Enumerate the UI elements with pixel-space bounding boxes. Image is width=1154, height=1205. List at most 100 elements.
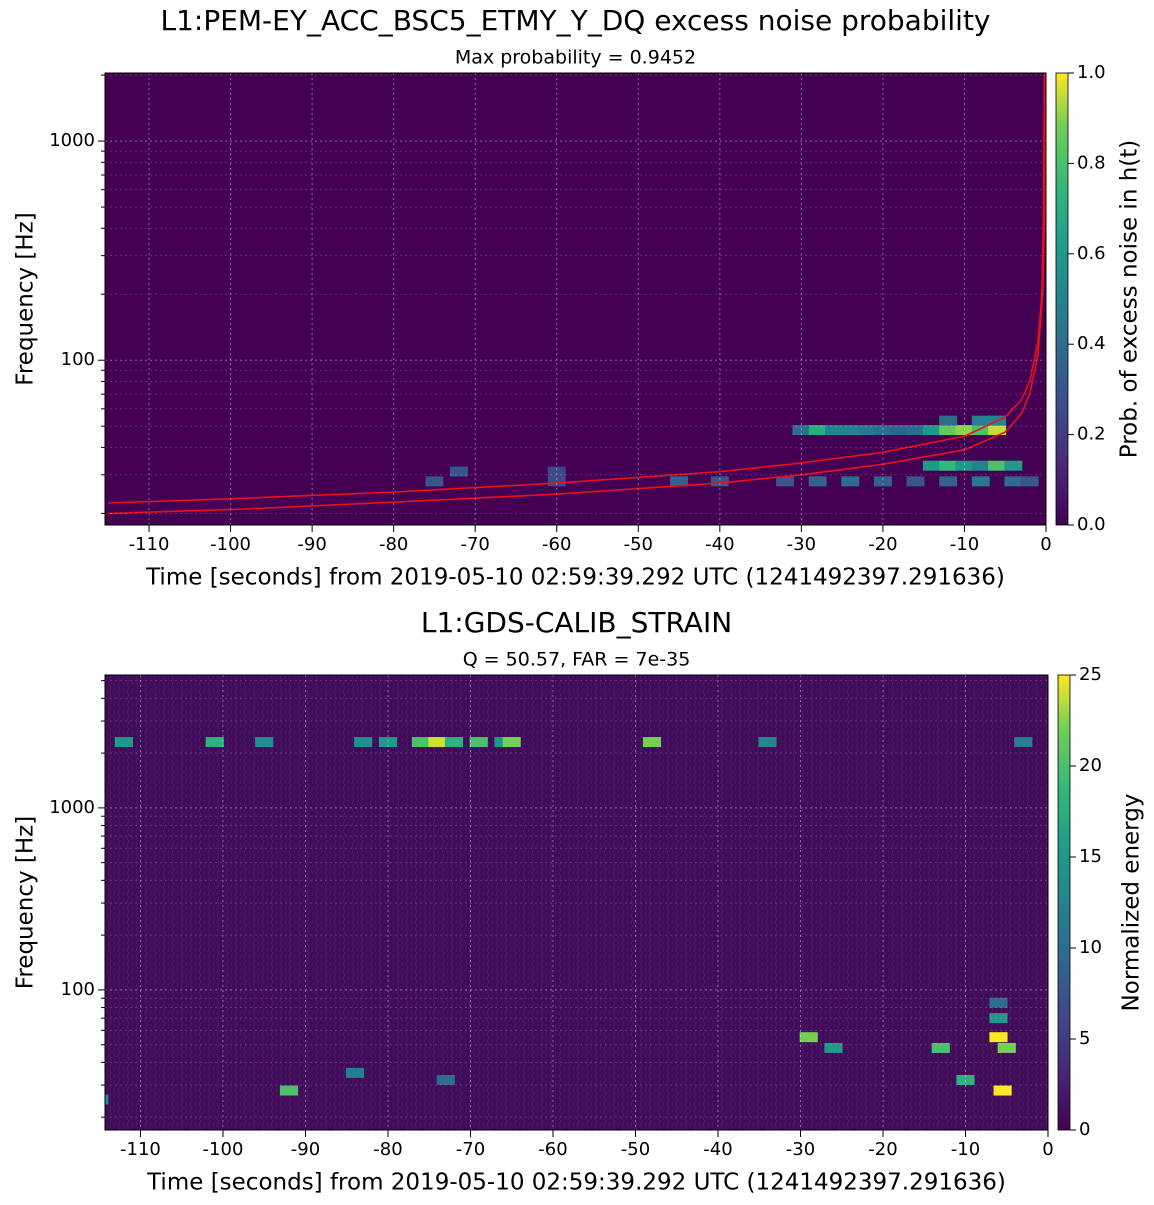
track-line (108, 73, 1046, 515)
heat-cell (345, 1067, 365, 1078)
heat-cell (411, 737, 431, 748)
colorbar-label: Normalized energy (1119, 794, 1145, 1012)
heat-cell (989, 997, 1008, 1008)
colorbar-tick-label: 0.8 (1077, 152, 1106, 173)
heat-cell (971, 415, 990, 426)
y-tick-label: 1000 (49, 797, 95, 818)
y-axis-label: Frequency [Hz] (13, 212, 39, 385)
heat-cell (502, 737, 521, 748)
x-tick-label: -100 (210, 534, 251, 555)
heat-cell (841, 476, 860, 487)
colorbar-tick-label: 0.6 (1077, 243, 1106, 264)
colorbar-label: Prob. of excess noise in h(t) (1117, 140, 1143, 459)
heat-cell (988, 425, 1007, 436)
heat-cell (939, 425, 958, 436)
colorbar-tick-label: 1.0 (1077, 62, 1106, 83)
chart-title: L1:GDS-CALIB_STRAIN (421, 606, 732, 639)
heat-cell (906, 476, 925, 487)
heat-cell (931, 1042, 950, 1053)
heat-cell (808, 425, 827, 436)
heat-cell (469, 737, 488, 748)
colorbar-tick-label: 0 (1079, 1119, 1090, 1140)
heat-cell (841, 425, 860, 436)
x-tick-label: -10 (951, 1139, 980, 1160)
x-tick-label: -60 (538, 1139, 567, 1160)
heat-cell (105, 1094, 109, 1105)
data-layer (108, 73, 1046, 515)
x-tick-label: -80 (379, 534, 408, 555)
heat-cell (378, 737, 398, 748)
heat-cell (436, 1074, 455, 1085)
heat-cell (825, 425, 843, 436)
x-axis-label: Time [seconds] from 2019-05-10 02:59:39.… (145, 565, 1005, 591)
colorbar-tick-label: 15 (1079, 846, 1102, 867)
heat-cell (776, 476, 795, 487)
plot-background (105, 73, 1046, 525)
colorbar-tick-label: 0.4 (1077, 333, 1106, 354)
track-line (108, 73, 1046, 504)
y-tick-label: 100 (61, 979, 95, 1000)
heat-cell (1004, 460, 1023, 471)
heat-cell (873, 476, 892, 487)
plot-background (105, 675, 1048, 1130)
y-tick-label: 1000 (49, 130, 95, 151)
x-tick-label: 0 (1042, 1139, 1053, 1160)
colorbar-tick-label: 0.0 (1077, 514, 1106, 535)
x-tick-label: -20 (868, 534, 897, 555)
heat-cell (922, 425, 941, 436)
chart-subtitle: Max probability = 0.9452 (455, 47, 696, 69)
heat-cell (824, 1042, 843, 1053)
heat-cell (857, 425, 876, 436)
x-tick-label: -60 (542, 534, 571, 555)
x-tick-label: -100 (203, 1139, 244, 1160)
heat-cell (1020, 476, 1039, 487)
heat-cell (792, 425, 811, 436)
x-tick-label: -90 (291, 1139, 320, 1160)
heat-cell (279, 1085, 299, 1096)
heat-cell (808, 476, 827, 487)
y-axis-label: Frequency [Hz] (13, 816, 39, 989)
heat-cell (444, 737, 464, 748)
chart-subtitle: Q = 50.57, FAR = 7e-35 (463, 649, 691, 671)
x-tick-label: -70 (456, 1139, 485, 1160)
heat-cell (956, 1074, 975, 1085)
colorbar-tick-label: 25 (1079, 664, 1102, 685)
heat-cell (989, 1032, 1008, 1043)
heat-cell (993, 1085, 1012, 1096)
heat-cell (710, 476, 729, 487)
x-tick-label: -30 (787, 534, 816, 555)
heat-cell (939, 415, 958, 426)
heat-cell (955, 460, 974, 471)
x-tick-label: -70 (460, 534, 489, 555)
heat-cell (114, 737, 134, 748)
x-tick-label: -40 (705, 534, 734, 555)
x-tick-label: -80 (373, 1139, 402, 1160)
heat-cell (642, 737, 662, 748)
colorbar (1055, 72, 1069, 526)
plot-area (98, 73, 1047, 532)
heat-cell (971, 460, 990, 471)
heat-cell (955, 425, 974, 436)
x-tick-label: -50 (621, 1139, 650, 1160)
x-tick-label: -50 (624, 534, 653, 555)
x-tick-label: -20 (868, 1139, 897, 1160)
heat-cell (449, 466, 468, 477)
colorbar (1057, 674, 1071, 1131)
colorbar-tick-label: 20 (1079, 755, 1102, 776)
heat-cell (939, 476, 958, 487)
x-tick-label: -40 (703, 1139, 732, 1160)
heat-cell (890, 425, 909, 436)
colorbar-tick-label: 5 (1079, 1028, 1090, 1049)
chart-title: L1:PEM-EY_ACC_BSC5_ETMY_Y_DQ excess nois… (160, 4, 990, 37)
plot-frame (104, 674, 1049, 1131)
heat-cell (425, 476, 444, 487)
x-tick-label: -110 (120, 1139, 161, 1160)
colorbar-tick-label: 10 (1079, 937, 1102, 958)
heat-cell (939, 460, 958, 471)
heat-cell (547, 466, 566, 477)
heat-cell (758, 737, 777, 748)
heat-cell (971, 425, 990, 436)
x-tick-label: -90 (297, 534, 326, 555)
